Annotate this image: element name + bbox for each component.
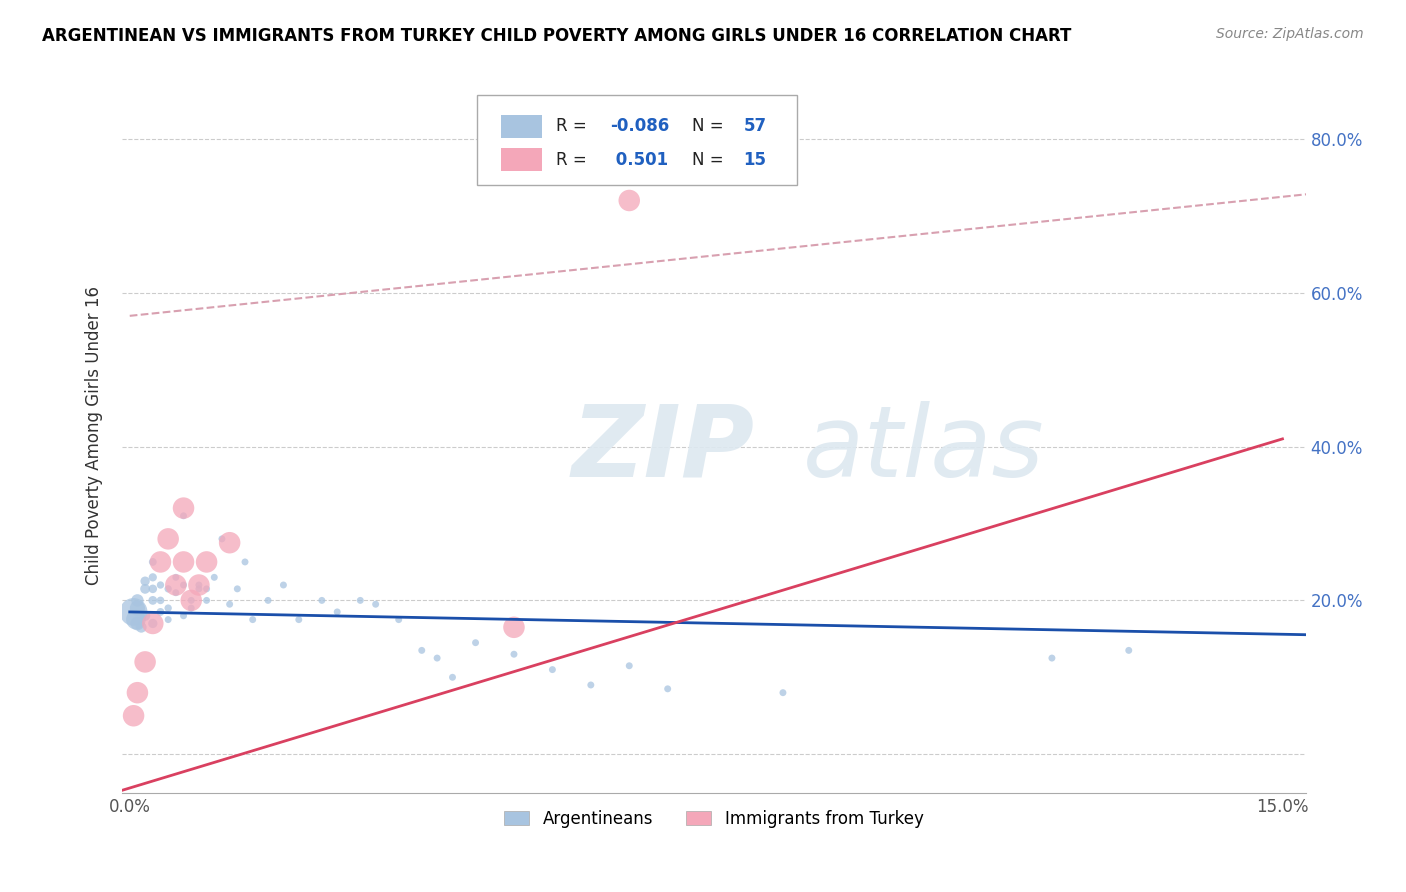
Point <box>127 686 149 700</box>
Point <box>127 601 149 615</box>
Point <box>288 613 311 627</box>
Point <box>157 582 180 596</box>
Text: ZIP: ZIP <box>572 401 755 498</box>
Point <box>180 601 202 615</box>
Point <box>349 593 371 607</box>
Point <box>257 593 280 607</box>
Point <box>142 593 165 607</box>
FancyBboxPatch shape <box>477 95 797 185</box>
Point <box>134 582 156 596</box>
Point <box>411 643 433 657</box>
Point <box>311 593 333 607</box>
Point <box>142 616 165 631</box>
FancyBboxPatch shape <box>501 148 543 171</box>
Point <box>180 593 202 607</box>
Point <box>149 605 172 619</box>
Point <box>173 501 195 516</box>
Point <box>149 578 172 592</box>
Text: ARGENTINEAN VS IMMIGRANTS FROM TURKEY CHILD POVERTY AMONG GIRLS UNDER 16 CORRELA: ARGENTINEAN VS IMMIGRANTS FROM TURKEY CH… <box>42 27 1071 45</box>
Point <box>187 582 209 596</box>
Text: 57: 57 <box>744 117 766 135</box>
Text: Source: ZipAtlas.com: Source: ZipAtlas.com <box>1216 27 1364 41</box>
Point <box>503 647 526 661</box>
Point <box>326 605 349 619</box>
Point <box>441 670 464 684</box>
Point <box>579 678 602 692</box>
Point <box>142 582 165 596</box>
Point <box>173 508 195 523</box>
Text: R =: R = <box>557 117 592 135</box>
Text: atlas: atlas <box>803 401 1045 498</box>
Point <box>142 555 165 569</box>
Point <box>157 613 180 627</box>
Point <box>125 613 148 627</box>
Point <box>211 532 233 546</box>
Text: 0.501: 0.501 <box>610 151 668 169</box>
Point <box>772 686 794 700</box>
Point <box>388 613 411 627</box>
FancyBboxPatch shape <box>501 115 543 137</box>
Point <box>165 570 187 584</box>
Text: -0.086: -0.086 <box>610 117 669 135</box>
Text: N =: N = <box>693 151 730 169</box>
Point <box>165 585 187 599</box>
Point <box>129 620 152 634</box>
Point <box>541 663 564 677</box>
Point <box>149 593 172 607</box>
Point <box>122 708 145 723</box>
Point <box>619 194 641 208</box>
Point <box>134 655 156 669</box>
Text: 15: 15 <box>744 151 766 169</box>
Point <box>173 555 195 569</box>
Text: N =: N = <box>693 117 730 135</box>
Y-axis label: Child Poverty Among Girls Under 16: Child Poverty Among Girls Under 16 <box>86 285 103 584</box>
Point <box>180 593 202 607</box>
Point <box>195 593 218 607</box>
Point <box>122 605 145 619</box>
Point <box>426 651 449 665</box>
Point <box>364 597 387 611</box>
Point <box>195 582 218 596</box>
Point <box>127 616 149 631</box>
Point <box>233 555 256 569</box>
Point <box>1040 651 1063 665</box>
Point <box>134 608 156 623</box>
Point <box>273 578 295 592</box>
Point <box>165 578 187 592</box>
Point <box>226 582 249 596</box>
Point <box>464 636 486 650</box>
Point <box>195 555 218 569</box>
Point <box>173 608 195 623</box>
Point <box>242 613 264 627</box>
Point <box>157 532 180 546</box>
Point <box>657 681 679 696</box>
Point <box>503 620 526 634</box>
Point <box>218 535 240 549</box>
Legend: Argentineans, Immigrants from Turkey: Argentineans, Immigrants from Turkey <box>498 803 931 834</box>
Point <box>134 574 156 589</box>
Point <box>127 593 149 607</box>
Point <box>142 570 165 584</box>
Point <box>157 601 180 615</box>
Point <box>173 578 195 592</box>
Point <box>187 578 209 592</box>
Point <box>619 658 641 673</box>
Point <box>1118 643 1140 657</box>
Point <box>202 570 225 584</box>
Point <box>187 578 209 592</box>
Point <box>218 597 240 611</box>
Point <box>142 616 165 631</box>
Point <box>149 555 172 569</box>
Text: R =: R = <box>557 151 592 169</box>
